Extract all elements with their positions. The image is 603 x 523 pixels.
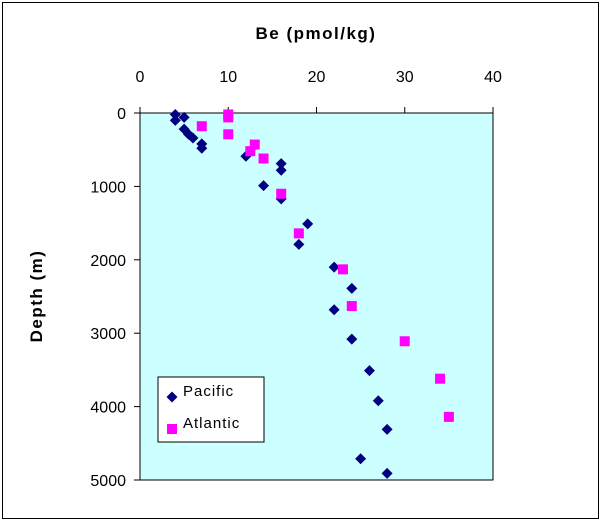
pacific-point xyxy=(275,158,287,170)
atlantic-point xyxy=(337,264,348,275)
pacific-point xyxy=(169,108,181,120)
atlantic-point xyxy=(399,336,410,347)
atlantic-point xyxy=(223,112,234,123)
y-tick-label: 0 xyxy=(117,106,126,123)
pacific-point xyxy=(346,333,358,345)
x-tick-label: 0 xyxy=(136,69,145,86)
x-tick-label: 10 xyxy=(219,69,237,86)
y-tick-label: 3000 xyxy=(90,326,126,343)
data-points xyxy=(169,108,454,479)
y-tick-label: 1000 xyxy=(90,179,126,196)
atlantic-point xyxy=(223,129,234,140)
pacific-point xyxy=(381,423,393,435)
legend-atlantic-marker xyxy=(167,424,177,434)
pacific-point xyxy=(178,111,190,123)
y-axis-ticks: 0 1000 2000 3000 4000 5000 xyxy=(90,106,140,490)
pacific-point xyxy=(363,365,375,377)
atlantic-point xyxy=(346,301,357,312)
pacific-point xyxy=(381,467,393,479)
legend-pacific-marker xyxy=(166,391,178,403)
pacific-point xyxy=(293,238,305,250)
pacific-point xyxy=(328,304,340,316)
pacific-point xyxy=(196,142,208,154)
pacific-point xyxy=(275,164,287,176)
pacific-point xyxy=(346,282,358,294)
atlantic-point xyxy=(276,188,287,199)
atlantic-point xyxy=(196,121,207,132)
pacific-point xyxy=(169,114,181,126)
x-tick-label: 40 xyxy=(484,69,502,86)
x-axis-title: Be (pmol/kg) xyxy=(256,24,377,43)
atlantic-point xyxy=(435,373,446,384)
legend-atlantic-label: Atlantic xyxy=(183,415,240,432)
x-tick-label: 30 xyxy=(396,69,414,86)
y-tick-label: 4000 xyxy=(90,400,126,417)
legend: Pacific Atlantic xyxy=(157,376,265,443)
pacific-point xyxy=(372,395,384,407)
pacific-point xyxy=(258,180,270,192)
atlantic-point xyxy=(258,153,269,164)
y-tick-label: 5000 xyxy=(90,473,126,490)
pacific-point xyxy=(302,218,314,230)
pacific-point xyxy=(328,261,340,273)
y-axis-title: Depth (m) xyxy=(27,250,46,343)
atlantic-point xyxy=(293,228,304,239)
x-tick-label: 20 xyxy=(308,69,326,86)
pacific-point xyxy=(355,453,367,465)
atlantic-point xyxy=(245,146,256,157)
legend-pacific-label: Pacific xyxy=(183,383,234,400)
x-axis-ticks: 0 10 20 30 40 xyxy=(136,69,502,113)
atlantic-point xyxy=(249,139,260,150)
y-tick-label: 2000 xyxy=(90,253,126,270)
atlantic-point xyxy=(443,411,454,422)
pacific-point xyxy=(187,132,199,144)
